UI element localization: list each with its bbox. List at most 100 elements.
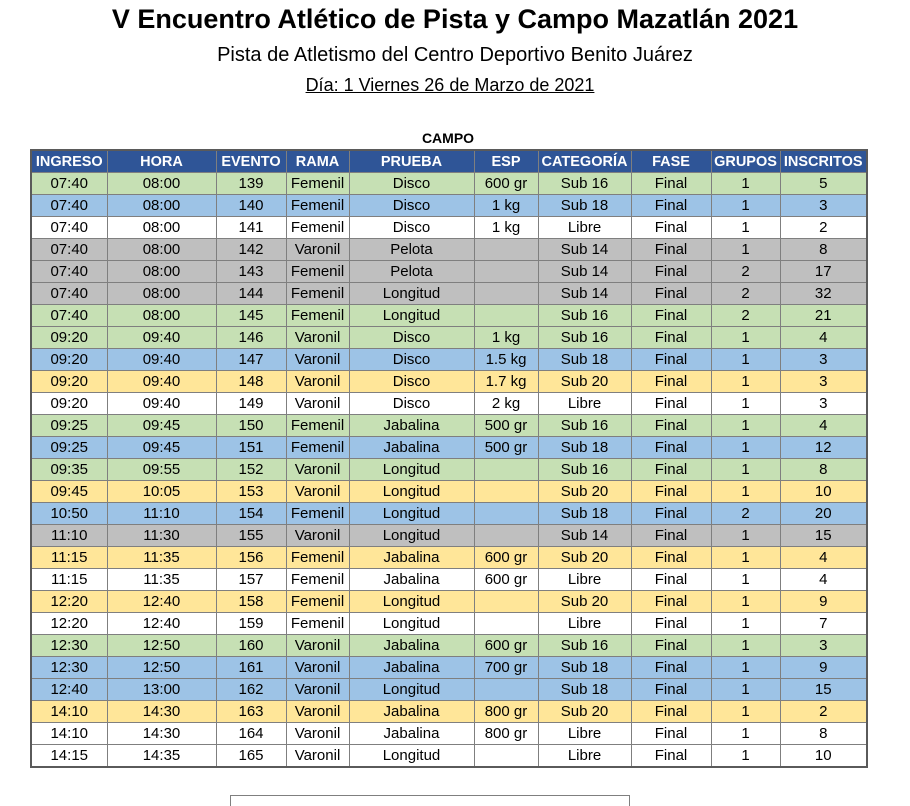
prueba-cell: Disco xyxy=(348,326,475,349)
categoria-cell: Sub 18 xyxy=(537,502,632,525)
categoria-cell: Sub 20 xyxy=(537,370,632,393)
hora-cell: 09:45 xyxy=(106,414,217,437)
schedule-table: INGRESO HORA EVENTO RAMA PRUEBA ESP CATE… xyxy=(30,149,868,768)
table-row: 09:20 09:40 148 Varonil Disco 1.7 kg Sub 20 Fin… xyxy=(30,370,868,393)
ingreso-cell: 07:40 xyxy=(30,194,108,217)
grupos-cell: 1 xyxy=(710,678,781,701)
evento-cell: 143 xyxy=(215,260,287,283)
table-row: 09:25 09:45 151 Femenil Jabalina 500 gr Sub 18… xyxy=(30,436,868,459)
inscritos-cell: 3 xyxy=(779,348,868,371)
inscritos-cell: 15 xyxy=(779,678,868,701)
grupos-cell: 1 xyxy=(710,194,781,217)
prueba-cell: Longitud xyxy=(348,502,475,525)
table-row: 12:30 12:50 160 Varonil Jabalina 600 gr Sub 16… xyxy=(30,634,868,657)
inscritos-cell: 15 xyxy=(779,524,868,547)
grupos-cell: 2 xyxy=(710,282,781,305)
table-row: 12:20 12:40 158 Femenil Longitud Sub 20 Final 1… xyxy=(30,590,868,613)
ingreso-cell: 07:40 xyxy=(30,238,108,261)
hora-cell: 14:30 xyxy=(106,722,217,745)
ingreso-cell: 11:15 xyxy=(30,568,108,591)
fase-cell: Final xyxy=(630,700,712,723)
fase-cell: Final xyxy=(630,392,712,415)
table-row: 14:15 14:35 165 Varonil Longitud Libre Final 1 1… xyxy=(30,744,868,768)
categoria-cell: Sub 16 xyxy=(537,458,632,481)
fase-cell: Final xyxy=(630,590,712,613)
schedule-body: 07:40 08:00 139 Femenil Disco 600 gr Sub 16 Fin… xyxy=(30,172,868,768)
rama-cell: Femenil xyxy=(285,546,350,569)
ingreso-cell: 07:40 xyxy=(30,172,108,195)
ingreso-cell: 09:25 xyxy=(30,436,108,459)
evento-cell: 145 xyxy=(215,304,287,327)
rama-cell: Femenil xyxy=(285,502,350,525)
hora-cell: 09:40 xyxy=(106,348,217,371)
table-row: 14:10 14:30 163 Varonil Jabalina 800 gr Sub 20… xyxy=(30,700,868,723)
ingreso-cell: 09:20 xyxy=(30,326,108,349)
table-row: 09:20 09:40 146 Varonil Disco 1 kg Sub 16 Final… xyxy=(30,326,868,349)
prueba-cell: Longitud xyxy=(348,524,475,547)
prueba-cell: Longitud xyxy=(348,480,475,503)
table-row: 11:10 11:30 155 Varonil Longitud Sub 14 Final 1… xyxy=(30,524,868,547)
grupos-cell: 1 xyxy=(710,612,781,635)
grupos-cell: 1 xyxy=(710,216,781,239)
grupos-cell: 1 xyxy=(710,392,781,415)
categoria-cell: Sub 18 xyxy=(537,194,632,217)
evento-cell: 159 xyxy=(215,612,287,635)
esp-cell: 600 gr xyxy=(473,568,539,591)
prueba-cell: Jabalina xyxy=(348,414,475,437)
ingreso-cell: 14:10 xyxy=(30,722,108,745)
rama-cell: Varonil xyxy=(285,524,350,547)
inscritos-cell: 3 xyxy=(779,370,868,393)
ingreso-cell: 09:45 xyxy=(30,480,108,503)
hora-cell: 12:50 xyxy=(106,634,217,657)
inscritos-cell: 2 xyxy=(779,216,868,239)
next-section-box xyxy=(230,795,630,806)
table-row: 07:40 08:00 139 Femenil Disco 600 gr Sub 16 Fin… xyxy=(30,172,868,195)
rama-cell: Varonil xyxy=(285,656,350,679)
esp-cell xyxy=(473,524,539,547)
categoria-cell: Sub 18 xyxy=(537,436,632,459)
prueba-cell: Disco xyxy=(348,216,475,239)
fase-cell: Final xyxy=(630,722,712,745)
rama-cell: Varonil xyxy=(285,744,350,768)
inscritos-cell: 32 xyxy=(779,282,868,305)
inscritos-cell: 10 xyxy=(779,480,868,503)
fase-cell: Final xyxy=(630,326,712,349)
rama-cell: Femenil xyxy=(285,260,350,283)
evento-cell: 160 xyxy=(215,634,287,657)
column-header-fase: FASE xyxy=(630,149,712,173)
table-row: 07:40 08:00 142 Varonil Pelota Sub 14 Final 1 8 xyxy=(30,238,868,261)
categoria-cell: Sub 16 xyxy=(537,414,632,437)
hora-cell: 09:45 xyxy=(106,436,217,459)
grupos-cell: 1 xyxy=(710,458,781,481)
fase-cell: Final xyxy=(630,370,712,393)
column-header-prueba: PRUEBA xyxy=(348,149,475,173)
categoria-cell: Sub 16 xyxy=(537,634,632,657)
esp-cell: 1.7 kg xyxy=(473,370,539,393)
evento-cell: 156 xyxy=(215,546,287,569)
column-header-ingreso: INGRESO xyxy=(30,149,108,173)
inscritos-cell: 3 xyxy=(779,194,868,217)
table-row: 14:10 14:30 164 Varonil Jabalina 800 gr Libre F… xyxy=(30,722,868,745)
ingreso-cell: 09:20 xyxy=(30,348,108,371)
evento-cell: 161 xyxy=(215,656,287,679)
hora-cell: 08:00 xyxy=(106,304,217,327)
categoria-cell: Libre xyxy=(537,744,632,768)
hora-cell: 08:00 xyxy=(106,172,217,195)
grupos-cell: 1 xyxy=(710,722,781,745)
prueba-cell: Jabalina xyxy=(348,656,475,679)
esp-cell: 600 gr xyxy=(473,634,539,657)
ingreso-cell: 12:20 xyxy=(30,612,108,635)
prueba-cell: Longitud xyxy=(348,612,475,635)
rama-cell: Femenil xyxy=(285,612,350,635)
prueba-cell: Jabalina xyxy=(348,722,475,745)
prueba-cell: Disco xyxy=(348,194,475,217)
categoria-cell: Sub 20 xyxy=(537,480,632,503)
rama-cell: Femenil xyxy=(285,216,350,239)
esp-cell xyxy=(473,238,539,261)
categoria-cell: Libre xyxy=(537,612,632,635)
table-row: 09:35 09:55 152 Varonil Longitud Sub 16 Final 1… xyxy=(30,458,868,481)
grupos-cell: 2 xyxy=(710,260,781,283)
rama-cell: Varonil xyxy=(285,326,350,349)
table-row: 12:40 13:00 162 Varonil Longitud Sub 18 Final 1… xyxy=(30,678,868,701)
fase-cell: Final xyxy=(630,172,712,195)
